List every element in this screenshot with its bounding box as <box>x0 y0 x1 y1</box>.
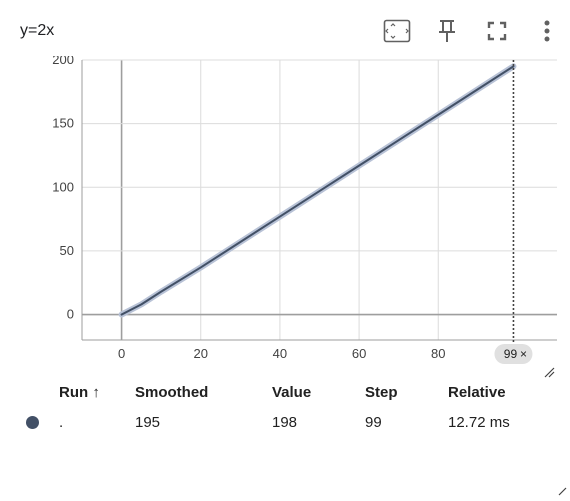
fit-domain-button[interactable] <box>380 14 414 48</box>
cell-relative: 12.72 ms <box>448 414 510 431</box>
x-tick-label: 0 <box>118 346 125 361</box>
cell-run: . <box>59 414 64 431</box>
y-tick-label: 50 <box>60 243 74 258</box>
series-smoothed-line <box>120 65 515 316</box>
x-tick-label: 60 <box>352 346 366 361</box>
header-run[interactable]: Run ↑ <box>59 384 100 401</box>
y-tick-label: 0 <box>67 307 74 322</box>
fullscreen-button[interactable] <box>480 14 514 48</box>
header-relative[interactable]: Relative <box>448 384 506 401</box>
x-tick-label: 40 <box>273 346 287 361</box>
fit-domain-icon <box>383 19 411 43</box>
chart-axes: 0 20 40 60 80 0 50 100 150 200 <box>52 56 557 361</box>
header-smoothed[interactable]: Smoothed <box>135 384 209 401</box>
x-tick-label: 80 <box>431 346 445 361</box>
line-chart[interactable]: 0 20 40 60 80 0 50 100 150 200 99 × <box>0 56 570 376</box>
card-title: y=2x <box>20 22 55 39</box>
cell-smoothed: 195 <box>135 414 161 431</box>
y-tick-label: 200 <box>52 56 74 67</box>
pin-icon <box>437 19 457 43</box>
chart-series <box>118 63 517 318</box>
run-color-dot <box>26 416 39 429</box>
card-resize-icon[interactable] <box>557 483 567 501</box>
fullscreen-icon <box>487 21 507 41</box>
header-step[interactable]: Step <box>365 384 398 401</box>
hover-close-icon: × <box>520 347 527 361</box>
header-value[interactable]: Value <box>272 384 312 401</box>
pin-button[interactable] <box>430 14 464 48</box>
resize-handle-icon[interactable] <box>543 365 555 383</box>
hover-step-label: 99 <box>504 347 518 361</box>
hover-step-badge <box>494 344 533 364</box>
chart-hover: 99 × <box>494 60 533 364</box>
cell-value: 198 <box>272 414 298 431</box>
y-tick-label: 100 <box>52 179 74 194</box>
y-tick-label: 150 <box>52 116 74 131</box>
chart-grid <box>82 59 557 340</box>
more-options-button[interactable] <box>530 14 564 48</box>
more-vert-icon <box>543 19 551 43</box>
cell-step: 99 <box>365 414 382 431</box>
x-tick-label: 20 <box>194 346 208 361</box>
